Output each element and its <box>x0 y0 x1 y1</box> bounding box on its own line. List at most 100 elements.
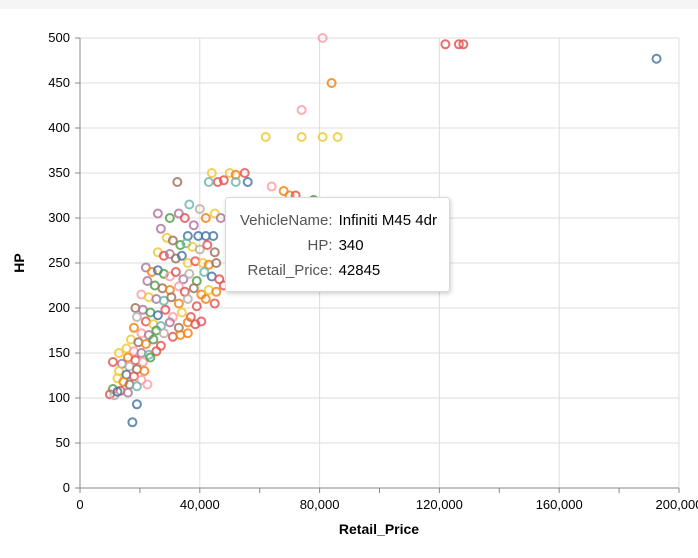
data-point <box>440 39 451 50</box>
data-point <box>176 307 187 318</box>
data-point <box>188 220 199 231</box>
x-tick-label: 0 <box>76 497 83 512</box>
tooltip-value: Infiniti M45 4dr <box>338 212 437 229</box>
data-point <box>203 177 214 187</box>
x-tick-label: 200,000 <box>656 497 698 512</box>
tooltip-table: VehicleName: Infiniti M45 4dr HP: 340 Re… <box>240 208 437 283</box>
data-point <box>107 357 118 367</box>
y-tick-label: 200 <box>48 300 70 315</box>
data-point <box>179 213 190 223</box>
data-point <box>176 250 187 261</box>
data-point <box>209 247 220 258</box>
data-point <box>218 175 229 186</box>
tooltip-key: Retail_Price: <box>247 262 333 279</box>
data-point <box>155 223 166 234</box>
data-point <box>142 276 153 286</box>
data-point <box>142 379 153 390</box>
data-point <box>242 177 253 187</box>
data-point <box>211 258 222 268</box>
y-tick-label: 150 <box>48 345 70 360</box>
data-point <box>152 310 163 321</box>
data-point <box>296 105 307 115</box>
data-point <box>182 328 193 339</box>
data-point <box>173 281 184 292</box>
data-point <box>453 39 464 50</box>
data-point <box>158 250 169 261</box>
data-point <box>266 181 277 192</box>
data-point <box>139 366 150 376</box>
data-point <box>122 387 133 398</box>
data-point <box>317 132 328 142</box>
top-strip <box>0 0 698 9</box>
y-tick-label: 350 <box>48 165 70 180</box>
tooltip: VehicleName: Infiniti M45 4dr HP: 340 Re… <box>225 197 450 292</box>
data-point <box>131 399 142 410</box>
data-point <box>112 386 123 397</box>
data-point <box>137 357 148 367</box>
tooltip-row-retail-price: Retail_Price: 42845 <box>240 258 437 283</box>
data-point <box>332 132 343 142</box>
data-point <box>224 168 235 178</box>
data-point <box>202 240 213 250</box>
data-point <box>199 267 210 277</box>
data-point <box>458 39 469 50</box>
y-tick-label: 100 <box>48 390 70 405</box>
data-point <box>230 177 241 187</box>
y-tick-label: 400 <box>48 120 70 135</box>
y-tick-label: 450 <box>48 75 70 90</box>
data-point <box>164 213 175 223</box>
data-point <box>191 301 202 312</box>
data-point <box>172 177 183 187</box>
data-point <box>200 213 211 223</box>
data-point <box>296 132 307 142</box>
x-axis-title: Retail_Price <box>339 521 419 537</box>
data-point <box>239 168 250 178</box>
data-point <box>215 213 226 223</box>
y-axis-title: HP <box>11 253 27 272</box>
x-tick-label: 80,000 <box>300 497 340 512</box>
data-point <box>651 53 662 64</box>
data-point <box>128 371 139 382</box>
y-tick-label: 50 <box>56 435 70 450</box>
data-point <box>326 78 337 88</box>
tooltip-key: VehicleName: <box>240 212 333 229</box>
data-point <box>160 304 171 315</box>
data-point <box>158 295 169 306</box>
data-point <box>206 168 217 178</box>
data-point <box>188 283 199 294</box>
data-point <box>173 298 184 309</box>
data-point <box>113 348 124 358</box>
data-point <box>145 352 156 363</box>
data-point <box>164 317 175 328</box>
data-point <box>146 267 157 277</box>
tooltip-value: 340 <box>338 237 364 254</box>
data-point <box>131 312 142 322</box>
data-point <box>184 268 195 279</box>
x-tick-label: 160,000 <box>536 497 583 512</box>
data-point <box>178 274 189 285</box>
data-point <box>214 274 225 285</box>
data-point <box>131 381 142 392</box>
data-point <box>167 235 178 246</box>
data-point <box>128 322 139 333</box>
tooltip-value: 42845 <box>338 262 381 279</box>
data-point <box>175 240 186 250</box>
data-point <box>151 346 162 357</box>
data-point <box>317 33 328 43</box>
x-tick-label: 40,000 <box>180 497 220 512</box>
data-point <box>184 199 195 210</box>
y-tick-label: 0 <box>63 480 70 495</box>
data-point <box>194 244 205 255</box>
data-point <box>152 208 163 219</box>
data-point <box>209 298 220 309</box>
data-point <box>182 294 193 304</box>
points-layer <box>104 33 662 428</box>
data-point <box>211 286 222 297</box>
tooltip-row-vehicle-name: VehicleName: Infiniti M45 4dr <box>240 208 437 233</box>
y-tick-label: 300 <box>48 210 70 225</box>
x-tick-label: 120,000 <box>416 497 463 512</box>
y-tick-label: 250 <box>48 255 70 270</box>
data-point <box>158 328 169 339</box>
tooltip-row-hp: HP: 340 <box>240 233 437 258</box>
